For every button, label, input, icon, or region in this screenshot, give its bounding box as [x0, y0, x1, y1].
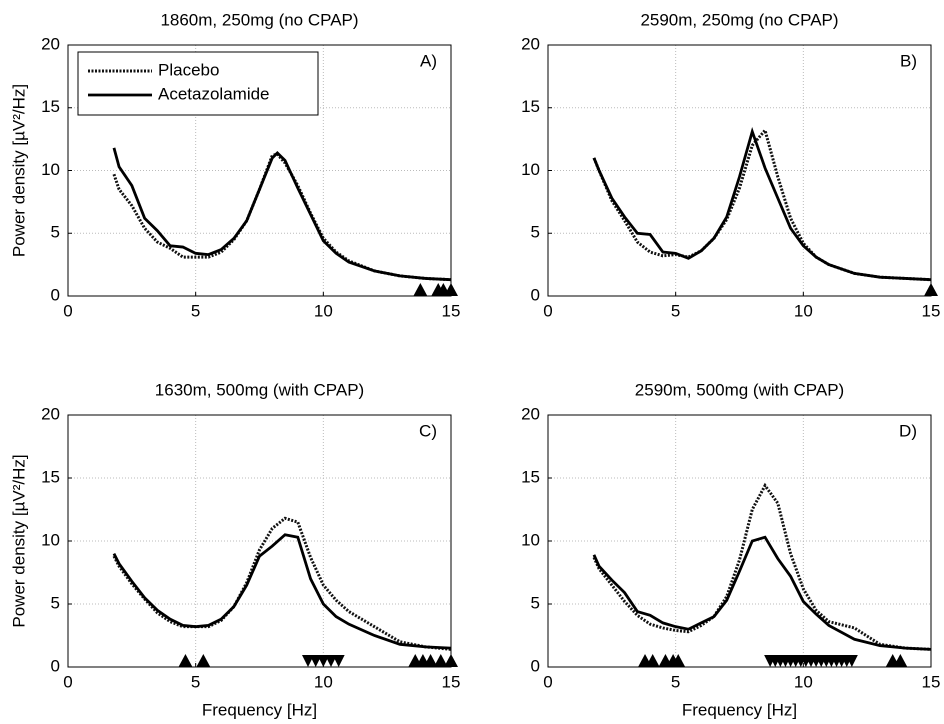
y-tick-label: 15 [41, 467, 60, 486]
data-line [592, 482, 932, 651]
data-line [592, 127, 932, 282]
chart-title: 1860m, 250mg (no CPAP) [160, 10, 358, 29]
y-tick-label: 5 [531, 223, 540, 242]
down-marker [332, 655, 345, 667]
x-tick-label: 10 [314, 672, 333, 691]
x-axis-label: Frequency [Hz] [682, 700, 797, 719]
y-tick-label: 10 [521, 160, 540, 179]
y-tick-label: 5 [531, 593, 540, 612]
up-marker [178, 654, 193, 667]
y-tick-label: 10 [521, 530, 540, 549]
x-tick-label: 15 [922, 301, 941, 320]
down-marker [309, 655, 322, 667]
up-marker [645, 654, 660, 667]
x-tick-label: 5 [191, 672, 200, 691]
legend-label: Placebo [158, 60, 219, 79]
plot-frame [547, 44, 932, 297]
data-line [592, 126, 932, 282]
x-tick-label: 15 [442, 301, 461, 320]
x-tick-label: 0 [63, 672, 72, 691]
panel-label: A) [420, 51, 437, 70]
y-tick-label: 20 [521, 34, 540, 53]
y-tick-label: 0 [531, 656, 540, 675]
plot-frame [67, 44, 452, 297]
panel-label: C) [419, 421, 437, 440]
y-tick-label: 20 [41, 34, 60, 53]
up-marker [413, 283, 428, 296]
legend-box [77, 51, 319, 116]
data-line [592, 535, 932, 651]
legend-label: Acetazolamide [158, 84, 270, 103]
x-tick-label: 15 [442, 672, 461, 691]
y-tick-label: 15 [521, 467, 540, 486]
up-marker [671, 654, 686, 667]
chart-title: 1630m, 500mg (with CPAP) [155, 380, 364, 399]
up-marker [433, 654, 448, 667]
x-tick-label: 10 [314, 301, 333, 320]
down-marker [324, 655, 337, 667]
x-tick-label: 10 [794, 672, 813, 691]
x-tick-label: 5 [191, 301, 200, 320]
x-axis-label: Frequency [Hz] [202, 700, 317, 719]
plot-frame [67, 414, 452, 668]
down-marker [317, 655, 330, 667]
x-tick-label: 15 [922, 672, 941, 691]
y-tick-label: 0 [51, 656, 60, 675]
x-tick-label: 0 [543, 301, 552, 320]
up-marker [423, 654, 438, 667]
y-tick-label: 5 [51, 593, 60, 612]
down-marker [302, 655, 315, 667]
down-marker [845, 655, 858, 667]
x-tick-label: 10 [794, 301, 813, 320]
x-tick-label: 5 [671, 672, 680, 691]
y-tick-label: 0 [51, 285, 60, 304]
up-marker [893, 654, 908, 667]
data-line [112, 533, 452, 650]
chart-title: 2590m, 500mg (with CPAP) [635, 380, 844, 399]
x-tick-label: 0 [543, 672, 552, 691]
y-tick-label: 5 [51, 223, 60, 242]
x-tick-label: 0 [63, 301, 72, 320]
panel-label: B) [900, 51, 917, 70]
data-line [112, 147, 452, 282]
y-tick-label: 10 [41, 530, 60, 549]
y-tick-label: 0 [531, 285, 540, 304]
y-tick-label: 15 [41, 97, 60, 116]
y-tick-label: 20 [521, 404, 540, 423]
chart-title: 2590m, 250mg (no CPAP) [640, 10, 838, 29]
y-tick-label: 10 [41, 160, 60, 179]
data-line [112, 516, 452, 651]
x-tick-label: 5 [671, 301, 680, 320]
y-tick-label: 15 [521, 97, 540, 116]
up-marker [196, 654, 211, 667]
y-axis-label: Power density [µV²/Hz] [9, 84, 28, 257]
panel-label: D) [899, 421, 917, 440]
y-axis-label: Power density [µV²/Hz] [9, 454, 28, 627]
plot-frame [547, 414, 932, 668]
y-tick-label: 20 [41, 404, 60, 423]
